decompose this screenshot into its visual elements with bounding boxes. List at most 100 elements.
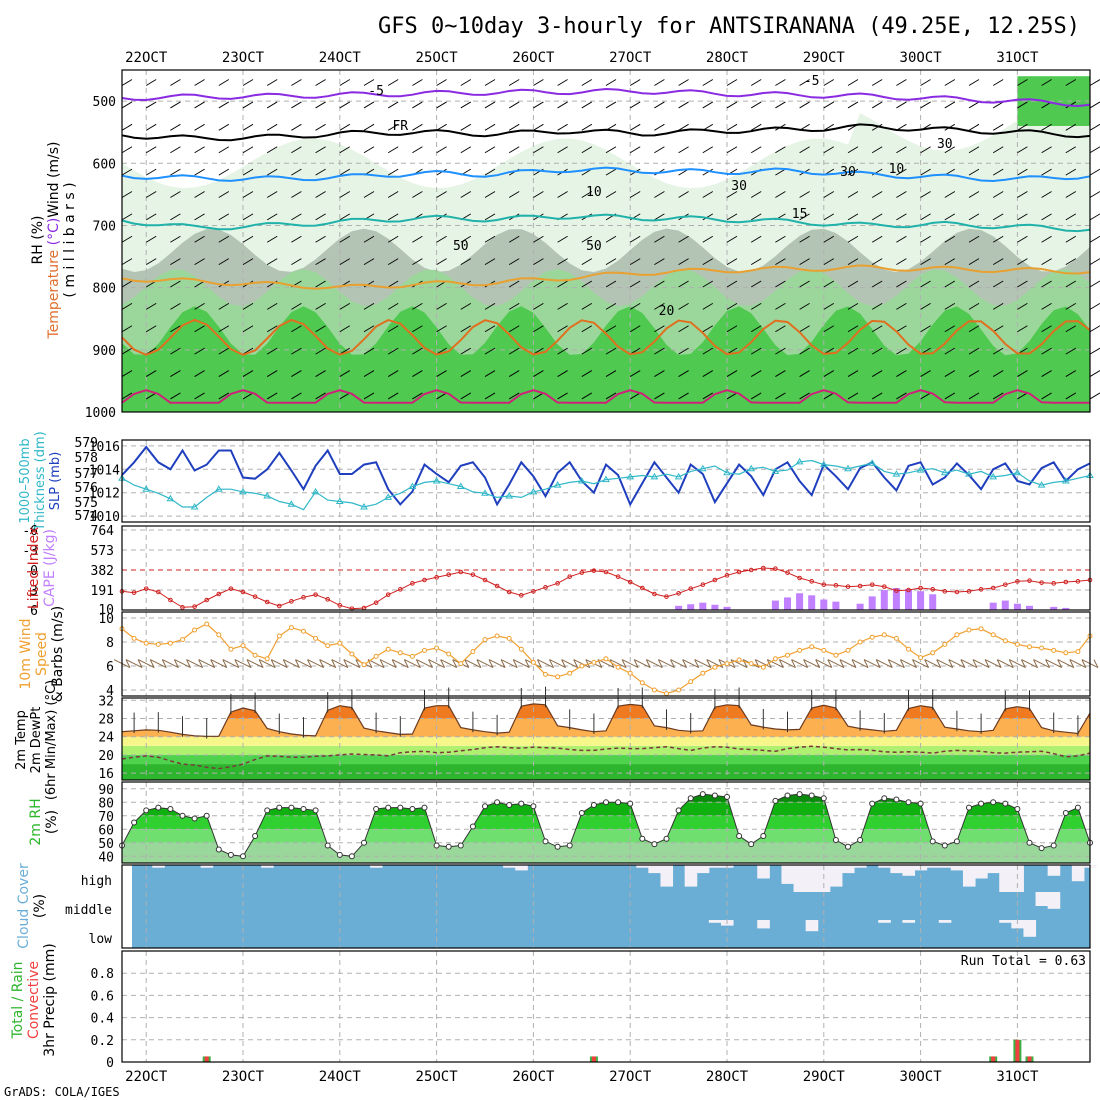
temp-frame (121, 697, 1091, 781)
precip-conv-bar (991, 1056, 996, 1062)
cloud-high-bar (1047, 865, 1061, 876)
sfc-wind-barb (573, 659, 579, 668)
wind-barb (484, 303, 496, 310)
rh-marker (663, 835, 670, 842)
sfc-wind-barb (319, 659, 325, 668)
sfc-wind-barb (283, 659, 300, 669)
sfc-wind-barb (210, 659, 228, 669)
wind-barb (242, 191, 254, 198)
wind-barb (339, 258, 351, 266)
thickness-marker (287, 500, 296, 507)
wind-barb (1089, 79, 1100, 86)
wind-barb (460, 347, 472, 355)
wind-barb (460, 392, 472, 400)
wind-barb (291, 168, 302, 176)
cloud-high-bar (938, 865, 952, 868)
wind-barb (436, 79, 447, 86)
panel-label-line: (%) (32, 894, 48, 918)
wind-speed-marker (555, 674, 561, 680)
wind-barb (170, 280, 181, 288)
wind-barb (605, 303, 617, 310)
wind-barb (218, 191, 230, 198)
wind-barb (750, 347, 762, 355)
sfc-wind-barb (670, 659, 675, 668)
wind-barb (460, 258, 472, 266)
wind-barb (1017, 258, 1028, 266)
sfc-wind-barb (887, 659, 893, 668)
wind-barb (654, 325, 665, 333)
li-marker (434, 575, 439, 580)
cape-bar (723, 606, 731, 610)
thickness-marker (456, 482, 465, 489)
wind-barb (1017, 168, 1028, 176)
wind-speed-marker (167, 640, 173, 646)
wind-y-tick: 8 (106, 636, 114, 651)
wind-barb (1089, 303, 1100, 310)
wind-barb (339, 213, 351, 221)
sfc-wind-barb (815, 659, 821, 668)
wind-barb (992, 213, 1004, 221)
wind-barb (121, 370, 133, 377)
cape-bar (699, 602, 707, 610)
thickness-marker (868, 459, 877, 466)
temp-band (122, 703, 1090, 719)
wind-barb (1089, 191, 1100, 198)
x-tick-label-bottom: 28OCT (706, 1069, 749, 1085)
wind-barb (194, 168, 205, 176)
wind-barb (194, 325, 205, 333)
wind-speed-marker (1075, 649, 1081, 655)
wind-barb (363, 303, 375, 310)
wind-barb (145, 146, 157, 154)
cape-y-tick: 764 (91, 524, 115, 539)
wind-barb (436, 370, 447, 377)
panel-label-seg: Wind (m/s) (46, 141, 62, 217)
rh-marker (687, 795, 694, 802)
sfc-wind-barb (379, 659, 397, 669)
panel-label-seg: (%) (32, 894, 48, 918)
cloud-frame (121, 864, 1091, 949)
rh-marker (772, 797, 779, 804)
wind-barb (218, 79, 230, 86)
wind-barb (992, 280, 1004, 288)
cloud-high-bar (515, 865, 528, 871)
li-marker (748, 567, 754, 573)
wind-barb (678, 347, 689, 355)
wind-barb (412, 258, 423, 266)
wind-barb (654, 370, 665, 377)
rh-marker (361, 839, 367, 846)
wind-barb (291, 79, 302, 86)
wind-barb (896, 325, 907, 333)
panel-label-seg: Thickness (dm) (33, 431, 48, 531)
panel-label-seg: (°C) (46, 218, 62, 246)
sfc-wind-barb (779, 659, 796, 669)
wind-barb (363, 370, 375, 377)
wind-barb (218, 123, 230, 131)
wind-speed-marker (143, 640, 149, 646)
wind-barb (896, 101, 907, 109)
x-tick-label-bottom: 29OCT (803, 1069, 846, 1085)
sfc-wind-barb (173, 659, 179, 668)
li-marker (591, 568, 597, 573)
wind-barb (654, 235, 665, 243)
wind-speed-marker (397, 650, 403, 656)
rh-marker (433, 842, 440, 849)
isotherm-25 (121, 389, 1090, 404)
sfc-wind-barb (803, 659, 809, 668)
wind-barb (799, 280, 810, 288)
sfc-wind-barb (876, 659, 893, 669)
wind-barb (266, 370, 278, 377)
wind-speed-marker (954, 632, 960, 638)
rh-marker (808, 792, 815, 799)
wind-barb (775, 347, 786, 355)
wind-barb (387, 123, 399, 131)
wind-barb (145, 123, 157, 131)
wind-barb (291, 235, 302, 243)
wind-barb (871, 79, 883, 86)
wind-barb (412, 101, 423, 109)
wind-barb (871, 347, 883, 355)
x-tick-label-top: 22OCT (125, 50, 168, 66)
wind-barb (218, 168, 230, 176)
wind-speed-marker (1039, 645, 1045, 651)
wind-speed-marker (736, 657, 742, 663)
cape-bar (868, 596, 876, 610)
